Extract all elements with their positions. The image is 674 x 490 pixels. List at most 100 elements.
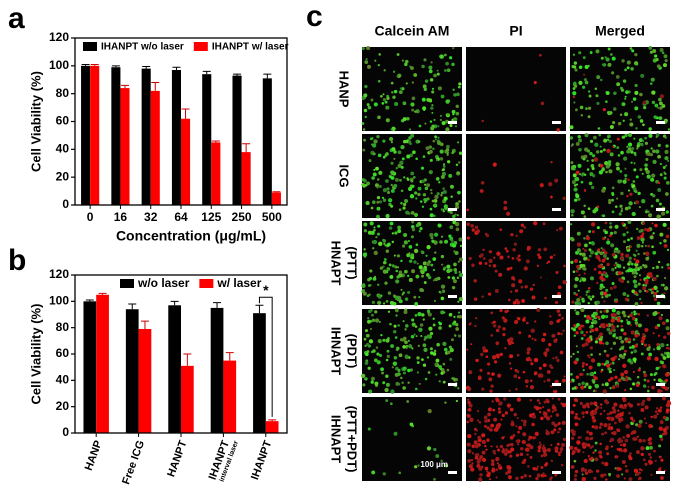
cell-dot <box>518 425 523 430</box>
cell-dot <box>517 258 521 262</box>
cell-dot <box>458 82 462 86</box>
cell-dot <box>598 426 602 429</box>
cell-dot <box>421 289 425 292</box>
micrograph <box>466 134 566 218</box>
cell-dot <box>615 300 618 303</box>
cell-dot <box>507 255 510 259</box>
cell-dot <box>642 439 646 443</box>
cell-dot <box>364 329 368 333</box>
cell-dot <box>618 277 623 282</box>
cell-dot <box>433 118 436 122</box>
cell-dot <box>581 277 587 282</box>
cell-dot <box>614 261 618 265</box>
cell-dot <box>625 253 630 258</box>
cell-dot <box>398 353 403 358</box>
cell-dot <box>473 279 477 283</box>
cell-dot <box>537 449 541 453</box>
cell-dot <box>613 355 618 359</box>
cell-dot <box>529 385 535 390</box>
cell-dot <box>512 434 516 437</box>
cell-dot <box>574 446 578 451</box>
cell-dot <box>367 427 371 431</box>
cell-dot <box>598 340 603 345</box>
error-bar <box>111 65 120 68</box>
cell-dot <box>391 232 395 235</box>
cell-dot <box>456 92 460 97</box>
cell-dot <box>520 223 525 227</box>
cell-dot <box>419 227 423 231</box>
cell-dot <box>617 439 621 443</box>
cell-dot <box>413 212 419 217</box>
cell-dot <box>599 291 605 296</box>
cell-dot <box>582 415 585 418</box>
cell-dot <box>641 199 646 204</box>
x-tick-label: HANPT <box>165 439 189 479</box>
y-axis-label: Cell Viability (%) <box>28 304 43 405</box>
cell-dot <box>606 327 611 332</box>
cell-dot <box>640 142 644 147</box>
cell-dot <box>495 398 500 403</box>
cell-dot <box>664 386 669 391</box>
cell-dot <box>387 198 393 203</box>
cell-dot <box>585 290 589 294</box>
cell-dot <box>633 349 638 354</box>
cell-dot <box>542 444 545 447</box>
cell-dot <box>642 370 646 374</box>
micrograph <box>361 220 464 306</box>
cell-dot <box>622 232 626 237</box>
cell-dot <box>661 266 664 269</box>
cell-dot <box>646 379 650 383</box>
cell-dot <box>574 301 579 305</box>
cell-dot <box>637 423 642 428</box>
cell-dot <box>554 474 557 477</box>
cell-dot <box>608 139 612 144</box>
cell-dot <box>442 341 447 347</box>
cell-dot <box>576 448 581 453</box>
cell-dot <box>529 379 533 383</box>
cell-dot <box>558 318 561 321</box>
cell-dot <box>581 343 586 348</box>
cell-dot <box>620 319 624 323</box>
micrograph <box>569 307 671 394</box>
cell-dot <box>477 457 482 463</box>
cell-dot <box>605 360 610 364</box>
cell-dot <box>587 295 591 299</box>
cell-dot <box>641 172 644 175</box>
cell-dot <box>458 151 463 155</box>
cell-dot <box>582 369 585 372</box>
cell-dot <box>595 337 599 341</box>
cell-dot <box>549 477 553 481</box>
cell-dot <box>467 433 472 439</box>
cell-dot <box>632 253 636 256</box>
cell-dot <box>377 224 381 228</box>
y-tick-label: 120 <box>49 30 69 44</box>
cell-dot <box>419 200 423 203</box>
cell-dot <box>457 387 460 390</box>
cell-dot <box>434 138 437 141</box>
cell-dot <box>372 247 375 250</box>
y-tick-label: 120 <box>49 267 69 281</box>
cell-dot <box>470 458 474 462</box>
cell-dot <box>573 61 578 65</box>
cell-dot <box>437 86 442 91</box>
cell-dot <box>570 410 574 415</box>
cell-dot <box>629 47 633 50</box>
cell-dot <box>523 226 527 229</box>
scale-bar <box>656 383 665 386</box>
cell-dot <box>579 280 582 283</box>
cell-dot <box>601 258 606 263</box>
cell-dot <box>666 248 670 252</box>
cell-dot <box>470 467 475 472</box>
cell-dot <box>414 110 417 113</box>
cell-dot <box>619 179 623 183</box>
cell-dot <box>617 264 622 269</box>
cell-dot <box>628 260 632 264</box>
cell-dot <box>442 163 446 166</box>
cell-dot <box>579 105 584 110</box>
cell-dot <box>617 358 621 361</box>
cell-dot <box>440 371 444 375</box>
cell-dot <box>500 418 503 421</box>
cell-dot <box>366 333 370 338</box>
cell-dot <box>583 314 587 318</box>
cell-dot <box>441 169 444 172</box>
